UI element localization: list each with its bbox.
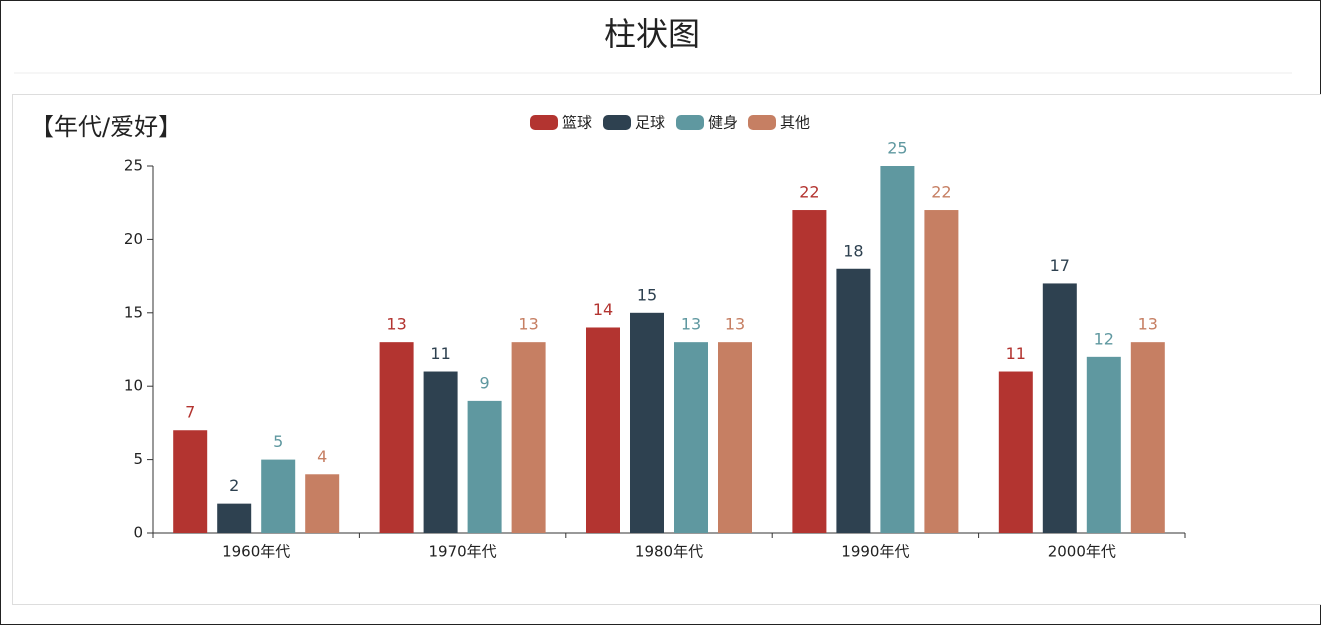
legend-swatch — [603, 115, 631, 130]
bar — [998, 371, 1033, 533]
bar — [379, 342, 414, 533]
legend-swatch — [530, 115, 558, 130]
bar — [1130, 342, 1165, 533]
x-tick-label: 2000年代 — [1048, 543, 1116, 561]
bar — [173, 430, 208, 533]
data-label: 4 — [317, 447, 327, 466]
bar — [511, 342, 546, 533]
data-label: 13 — [725, 315, 745, 334]
data-label: 17 — [1050, 256, 1070, 275]
data-label: 13 — [1138, 315, 1158, 334]
data-label: 9 — [480, 373, 490, 392]
x-tick-label: 1990年代 — [841, 543, 909, 561]
bar — [792, 210, 827, 534]
data-label: 22 — [931, 183, 951, 202]
bar — [1086, 356, 1121, 533]
legend-label: 足球 — [635, 114, 665, 132]
data-label: 11 — [1006, 344, 1026, 363]
data-label: 13 — [386, 315, 406, 334]
chart-panel — [12, 94, 1321, 605]
bar — [586, 327, 620, 533]
data-label: 13 — [518, 315, 538, 334]
bar — [630, 312, 664, 533]
data-label: 13 — [681, 315, 701, 334]
data-label: 18 — [843, 241, 863, 260]
data-label: 25 — [887, 139, 907, 158]
y-tick-label: 15 — [124, 303, 143, 321]
legend-swatch — [676, 115, 704, 130]
bar — [718, 342, 752, 533]
data-label: 7 — [185, 403, 195, 422]
bar — [836, 268, 871, 533]
bar — [880, 166, 915, 533]
data-label: 12 — [1094, 329, 1114, 348]
y-tick-label: 0 — [133, 524, 143, 542]
x-tick-label: 1970年代 — [429, 543, 497, 561]
x-tick-label: 1980年代 — [635, 543, 703, 561]
data-label: 14 — [593, 300, 613, 319]
data-label: 2 — [229, 476, 239, 495]
y-axis-label: 【年代/爱好】 — [30, 113, 182, 141]
bar — [305, 474, 340, 533]
data-label: 22 — [799, 183, 819, 202]
bar — [261, 459, 296, 533]
data-label: 5 — [273, 432, 283, 451]
bar — [674, 342, 708, 533]
y-tick-label: 20 — [124, 230, 143, 248]
bar — [217, 503, 252, 533]
y-tick-label: 10 — [124, 377, 143, 395]
legend-swatch — [748, 115, 776, 130]
y-tick-label: 25 — [124, 157, 143, 175]
legend-label: 健身 — [708, 114, 738, 132]
legend-label: 篮球 — [562, 114, 592, 132]
bar — [1042, 283, 1077, 533]
data-label: 11 — [430, 344, 450, 363]
x-tick-label: 1960年代 — [222, 543, 290, 561]
bar — [467, 400, 502, 533]
bar — [924, 210, 959, 534]
legend-label: 其他 — [780, 114, 810, 132]
data-label: 15 — [637, 285, 657, 304]
page-title: 柱状图 — [604, 15, 700, 53]
y-tick-label: 5 — [133, 450, 143, 468]
bar — [423, 371, 458, 533]
